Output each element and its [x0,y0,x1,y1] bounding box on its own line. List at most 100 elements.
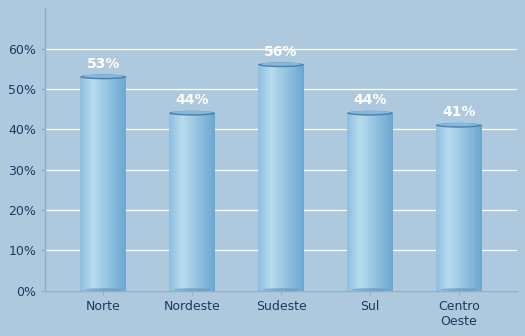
Bar [201,113,202,291]
Bar [379,113,380,291]
Bar [206,113,207,291]
Bar [443,125,444,291]
Bar [463,125,464,291]
Text: 44%: 44% [175,93,209,107]
Bar [90,77,91,291]
Bar [284,65,285,291]
Bar [91,77,92,291]
Bar [173,113,174,291]
Bar [185,113,186,291]
Bar [376,113,377,291]
Bar [353,113,354,291]
Bar [214,113,215,291]
Bar [375,113,376,291]
Bar [462,125,463,291]
Ellipse shape [436,123,482,128]
Ellipse shape [347,111,393,116]
Bar [268,65,269,291]
Bar [183,113,184,291]
Bar [480,125,481,291]
Bar [104,77,106,291]
Text: 56%: 56% [264,45,298,59]
Bar [214,113,215,291]
Bar [94,77,96,291]
Bar [474,125,475,291]
Bar [179,113,180,291]
Bar [361,113,362,291]
Bar [277,65,278,291]
Bar [382,113,383,291]
Bar [97,77,98,291]
Bar [266,65,267,291]
Bar [292,65,293,291]
Bar [472,125,474,291]
Bar [111,77,112,291]
Bar [371,113,372,291]
Bar [272,65,274,291]
Bar [481,125,482,291]
Ellipse shape [83,75,123,78]
Bar [296,65,297,291]
Bar [122,77,123,291]
Ellipse shape [85,288,122,291]
Text: 41%: 41% [442,105,476,119]
Bar [194,113,195,291]
Bar [385,113,386,291]
Bar [275,65,276,291]
Ellipse shape [172,111,213,114]
Bar [469,125,470,291]
Bar [460,125,461,291]
Bar [466,125,467,291]
Bar [302,65,303,291]
Bar [119,77,120,291]
Bar [271,65,272,291]
Bar [478,125,479,291]
Bar [282,65,284,291]
Bar [278,65,279,291]
Bar [295,65,296,291]
Bar [112,77,113,291]
Bar [266,65,267,291]
Bar [392,113,393,291]
Bar [100,77,101,291]
Bar [80,77,81,291]
Bar [187,113,188,291]
Bar [387,113,388,291]
Bar [200,113,201,291]
Bar [477,125,478,291]
Bar [181,113,182,291]
Bar [208,113,209,291]
Bar [347,113,348,291]
Bar [362,113,363,291]
Bar [258,65,259,291]
Bar [270,65,271,291]
Bar [279,65,280,291]
Bar [116,77,117,291]
Ellipse shape [174,288,211,291]
Bar [467,125,468,291]
Bar [98,77,99,291]
Bar [191,113,192,291]
Bar [370,113,371,291]
Bar [110,77,111,291]
Bar [192,113,193,291]
Bar [350,113,351,291]
Bar [107,77,108,291]
Bar [451,125,452,291]
Bar [374,113,375,291]
Bar [464,125,465,291]
Bar [197,113,198,291]
Bar [91,77,92,291]
Bar [203,113,204,291]
Bar [288,65,289,291]
Ellipse shape [262,288,299,291]
Bar [454,125,455,291]
Bar [92,77,93,291]
Bar [101,77,102,291]
Bar [274,65,275,291]
Bar [301,65,302,291]
Bar [452,125,453,291]
Bar [457,125,458,291]
Bar [259,65,260,291]
Bar [351,113,352,291]
